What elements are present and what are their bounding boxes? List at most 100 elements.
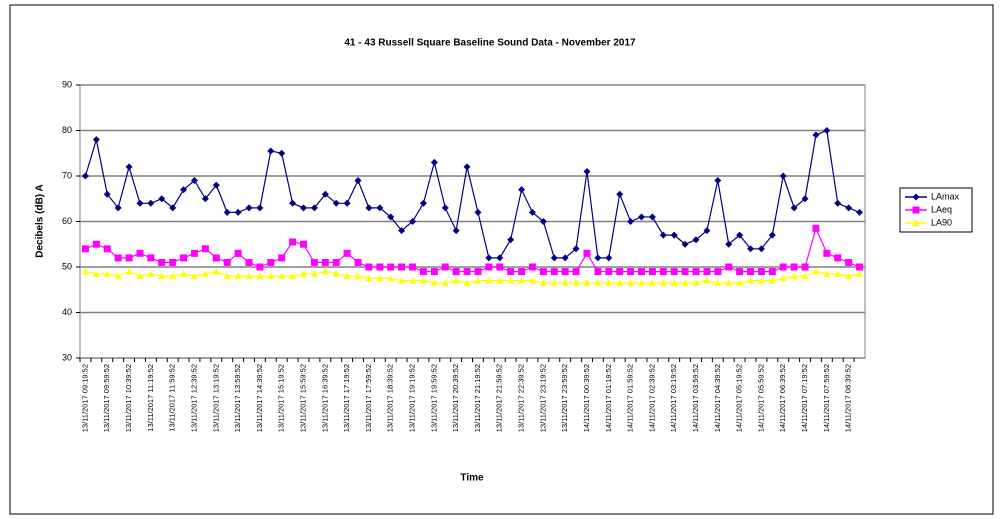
marker — [267, 147, 275, 155]
marker — [212, 181, 220, 189]
marker — [376, 274, 384, 282]
x-tick-label: 13/11/2017 16:39:52 — [320, 364, 329, 432]
marker — [136, 272, 144, 280]
marker — [572, 245, 580, 253]
marker — [627, 218, 635, 225]
marker — [92, 240, 100, 248]
x-tick-label: 13/11/2017 14:39:52 — [255, 364, 264, 432]
x-tick-label: 14/11/2017 01:59:52 — [626, 364, 635, 432]
marker — [169, 204, 177, 212]
x-tick-label: 13/11/2017 15:59:52 — [298, 364, 307, 432]
marker — [496, 263, 504, 271]
marker — [714, 279, 722, 286]
marker — [747, 277, 755, 284]
marker — [637, 279, 645, 286]
marker — [158, 272, 166, 280]
marker — [398, 263, 406, 271]
x-tick-label: 14/11/2017 07:19:52 — [800, 364, 809, 432]
marker — [790, 272, 798, 280]
x-tick-label: 13/11/2017 13:19:52 — [211, 364, 220, 432]
marker — [779, 263, 787, 271]
legend-label: LAeq — [931, 204, 952, 214]
x-tick-label: 13/11/2017 13:59:52 — [233, 364, 242, 432]
marker — [310, 270, 318, 277]
marker — [234, 249, 242, 257]
marker — [419, 268, 427, 276]
marker — [430, 279, 438, 286]
marker — [387, 263, 395, 271]
marker — [223, 208, 231, 216]
x-tick-label: 13/11/2017 09:19:52 — [80, 364, 89, 432]
marker — [300, 240, 308, 248]
marker — [845, 258, 853, 266]
marker — [703, 277, 711, 284]
y-tick-label: 60 — [62, 216, 72, 226]
marker — [289, 238, 297, 246]
marker — [670, 279, 678, 286]
x-tick-label: 14/11/2017 00:39:52 — [582, 364, 591, 432]
marker — [768, 231, 776, 239]
marker — [856, 208, 864, 216]
x-tick-label: 13/11/2017 11:19:52 — [146, 364, 155, 432]
marker — [790, 204, 798, 212]
marker — [180, 270, 188, 277]
marker — [343, 199, 351, 207]
marker — [485, 263, 493, 271]
marker — [147, 254, 155, 262]
marker — [692, 279, 700, 286]
marker — [474, 208, 482, 216]
marker — [169, 258, 177, 266]
marker — [92, 270, 100, 277]
marker — [736, 231, 744, 239]
marker — [125, 163, 133, 171]
marker — [441, 263, 449, 271]
legend-label: LA90 — [931, 217, 952, 227]
marker — [376, 263, 384, 271]
marker — [659, 279, 667, 286]
marker — [637, 213, 645, 221]
marker — [267, 258, 275, 266]
marker — [823, 127, 831, 134]
marker — [834, 270, 842, 277]
marker — [747, 245, 755, 253]
marker — [912, 219, 920, 226]
marker — [201, 195, 209, 203]
marker — [725, 263, 733, 271]
marker — [856, 270, 864, 277]
marker — [681, 268, 689, 276]
marker — [714, 268, 722, 276]
marker — [768, 268, 776, 276]
marker — [278, 272, 286, 280]
marker — [528, 263, 536, 271]
marker — [310, 258, 318, 266]
marker — [387, 213, 395, 221]
marker — [736, 268, 744, 276]
marker — [332, 258, 340, 266]
marker — [81, 268, 89, 275]
marker — [365, 204, 373, 212]
marker — [234, 208, 242, 216]
marker — [496, 277, 504, 284]
marker — [485, 277, 493, 284]
x-tick-label: 13/11/2017 19:59:52 — [429, 364, 438, 432]
marker — [147, 199, 155, 207]
marker — [692, 268, 700, 276]
marker — [594, 279, 602, 286]
marker — [103, 190, 111, 198]
y-tick-label: 70 — [62, 170, 72, 180]
marker — [158, 258, 166, 266]
x-tick-label: 14/11/2017 06:39:52 — [778, 364, 787, 432]
y-tick-label: 80 — [62, 125, 72, 135]
marker — [550, 279, 558, 286]
marker — [736, 279, 744, 286]
marker — [507, 277, 515, 284]
marker — [463, 279, 471, 286]
x-tick-label: 13/11/2017 11:59:52 — [168, 364, 177, 432]
marker — [518, 277, 526, 284]
marker — [703, 268, 711, 276]
marker — [343, 249, 351, 257]
marker — [180, 254, 188, 262]
marker — [223, 258, 231, 266]
marker — [387, 274, 395, 282]
